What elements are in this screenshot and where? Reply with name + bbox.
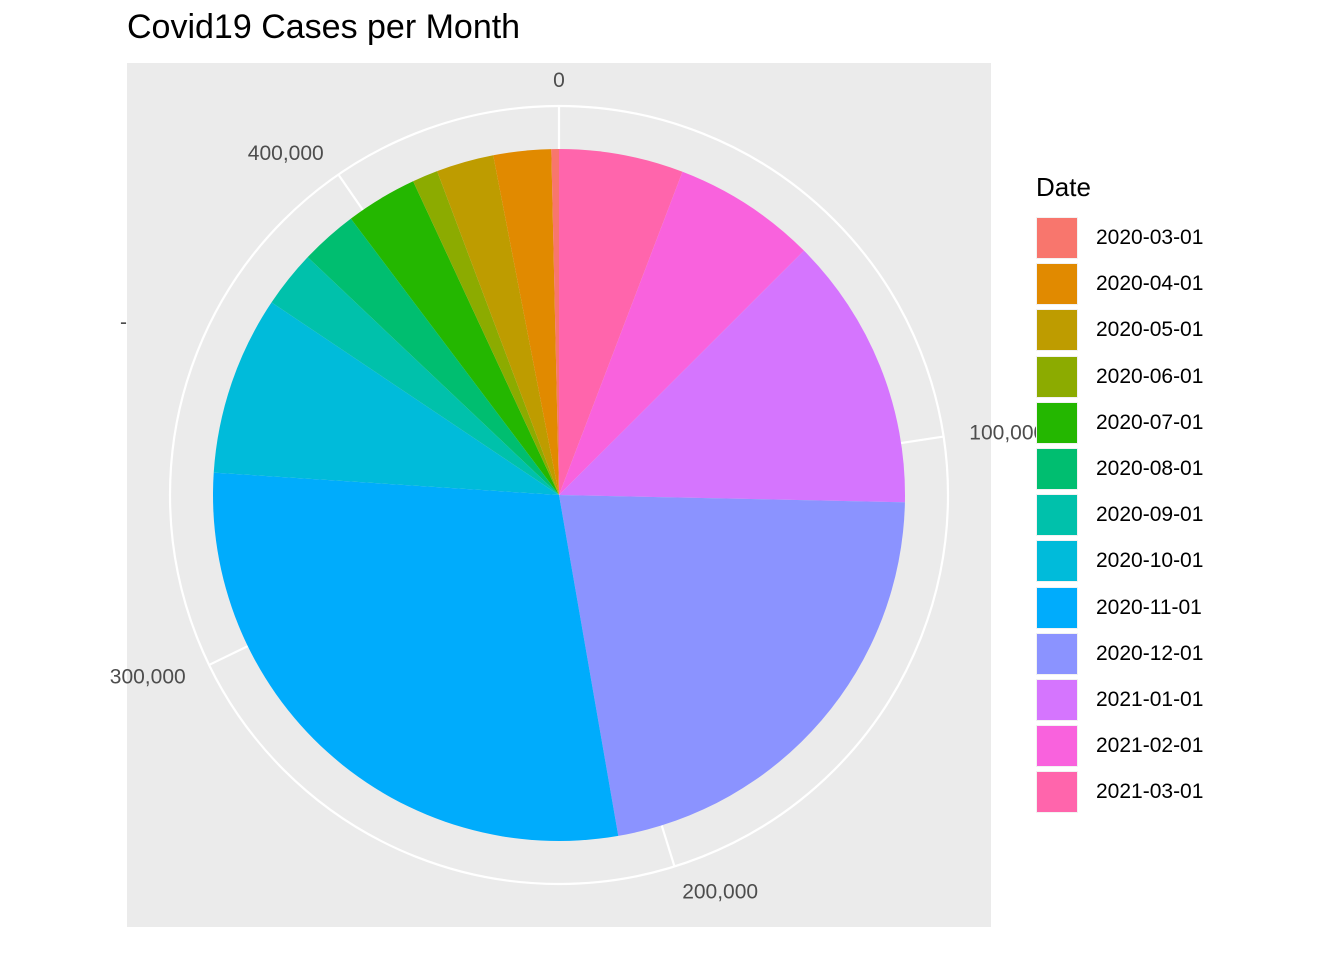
legend-label: 2020-11-01 bbox=[1096, 595, 1202, 619]
axis-tick-labels: 0 100,000 200,000 300,000 400,000 bbox=[110, 69, 1045, 903]
pie-slice-2020-09-01 bbox=[271, 257, 559, 495]
legend-item: 2020-11-01 bbox=[1036, 585, 1203, 631]
legend-label: 2021-02-01 bbox=[1096, 734, 1204, 758]
legend-label: 2020-05-01 bbox=[1096, 318, 1204, 342]
legend-item: 2020-07-01 bbox=[1036, 400, 1203, 446]
pie-slice-2020-05-01 bbox=[437, 155, 559, 495]
pie-slice-2020-10-01 bbox=[213, 302, 559, 495]
legend-label: 2020-07-01 bbox=[1096, 410, 1204, 434]
legend-key bbox=[1036, 448, 1078, 491]
pie-slices bbox=[212, 149, 905, 841]
legend-item: 2020-03-01 bbox=[1036, 215, 1203, 261]
legend-label: 2020-06-01 bbox=[1096, 364, 1204, 388]
legend-title: Date bbox=[1036, 172, 1091, 202]
legend-key bbox=[1036, 263, 1078, 306]
legend-item: 2020-04-01 bbox=[1036, 261, 1203, 307]
legend-label: 2020-10-01 bbox=[1096, 549, 1204, 573]
legend: Date 2020-03-01 2020-04-01 2020-05-01 2020-… bbox=[1036, 172, 1203, 815]
axis-tick-label: 200,000 bbox=[682, 880, 758, 903]
legend-item: 2021-01-01 bbox=[1036, 677, 1203, 723]
axis-tick-label: 100,000 bbox=[969, 422, 1045, 445]
pie-slice-2020-07-01 bbox=[350, 181, 559, 495]
pie-slice-2020-11-01 bbox=[212, 472, 619, 841]
pie-slice-2020-03-01 bbox=[551, 149, 559, 495]
legend-key bbox=[1036, 217, 1078, 260]
chart-title: Covid19 Cases per Month bbox=[127, 8, 521, 46]
legend-item: 2020-12-01 bbox=[1036, 631, 1203, 677]
legend-key bbox=[1036, 494, 1078, 537]
pie-slice-2020-08-01 bbox=[307, 218, 559, 495]
legend-item: 2020-05-01 bbox=[1036, 307, 1203, 353]
legend-key bbox=[1036, 355, 1078, 398]
legend-key bbox=[1036, 586, 1078, 629]
y-axis-tick: - bbox=[120, 311, 127, 334]
legend-item: 2020-08-01 bbox=[1036, 446, 1203, 492]
legend-key bbox=[1036, 771, 1078, 814]
legend-key bbox=[1036, 309, 1078, 352]
legend-key bbox=[1036, 540, 1078, 583]
axis-tick-label: 0 bbox=[553, 69, 565, 92]
legend-label: 2020-12-01 bbox=[1096, 641, 1204, 665]
legend-label: 2020-03-01 bbox=[1096, 226, 1204, 250]
pie-slice-2021-03-01 bbox=[559, 149, 683, 495]
legend-key bbox=[1036, 678, 1078, 721]
legend-label: 2021-01-01 bbox=[1096, 687, 1204, 711]
legend-item: 2020-10-01 bbox=[1036, 538, 1203, 584]
legend-item: 2021-03-01 bbox=[1036, 769, 1203, 815]
legend-item: 2020-06-01 bbox=[1036, 354, 1203, 400]
pie-slice-2020-04-01 bbox=[493, 149, 559, 495]
legend-label: 2020-09-01 bbox=[1096, 503, 1204, 527]
legend-item: 2021-02-01 bbox=[1036, 723, 1203, 769]
pie-slice-2020-06-01 bbox=[413, 171, 559, 495]
pie-slice-2021-01-01 bbox=[559, 250, 905, 503]
legend-key bbox=[1036, 725, 1078, 768]
legend-label: 2020-08-01 bbox=[1096, 457, 1204, 481]
legend-label: 2020-04-01 bbox=[1096, 272, 1204, 296]
legend-item: 2020-09-01 bbox=[1036, 492, 1203, 538]
axis-tick-label: 300,000 bbox=[110, 665, 186, 688]
axis-tick-label: 400,000 bbox=[248, 142, 324, 165]
legend-key bbox=[1036, 401, 1078, 444]
legend-label: 2021-03-01 bbox=[1096, 780, 1204, 804]
pie-slice-2021-02-01 bbox=[559, 171, 804, 495]
legend-key bbox=[1036, 632, 1078, 675]
pie-slice-2020-12-01 bbox=[559, 495, 905, 836]
legend-items: 2020-03-01 2020-04-01 2020-05-01 2020-06-01… bbox=[1036, 215, 1203, 815]
